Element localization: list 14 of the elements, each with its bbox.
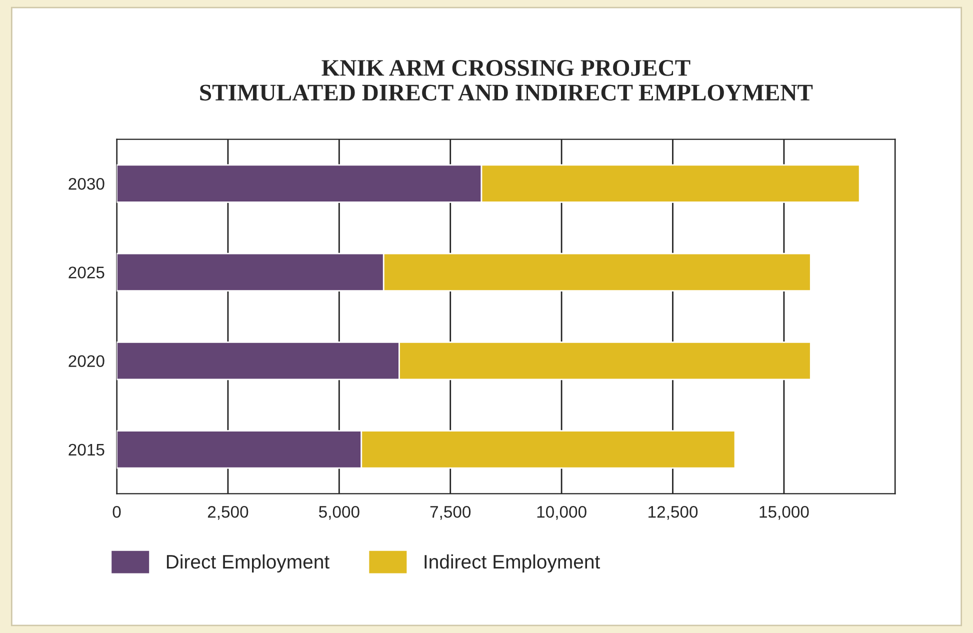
x-tick-label: 2,500: [208, 506, 248, 520]
y-tick-label: 2025: [68, 266, 104, 278]
x-tick-label: 10,000: [537, 506, 586, 520]
y-tick-label: 2020: [68, 355, 104, 368]
chart-title: KNIK ARM CROSSING PROJECT STIMULATED DIRECT AND INDIRECT EMPLOYMENT: [200, 60, 813, 101]
y-tick-label: 2015: [68, 444, 104, 456]
x-tick-label: 7,500: [430, 506, 471, 520]
legend-label: Indirect Employment: [424, 554, 600, 573]
y-tick-label: 2030: [68, 178, 104, 190]
x-tick-label: 5,000: [318, 506, 360, 520]
x-tick-label: 0: [112, 506, 121, 518]
legend-label: Direct Employment: [166, 554, 330, 573]
x-tick-label: 12,500: [648, 506, 698, 520]
x-tick-label: 15,000: [760, 506, 809, 520]
